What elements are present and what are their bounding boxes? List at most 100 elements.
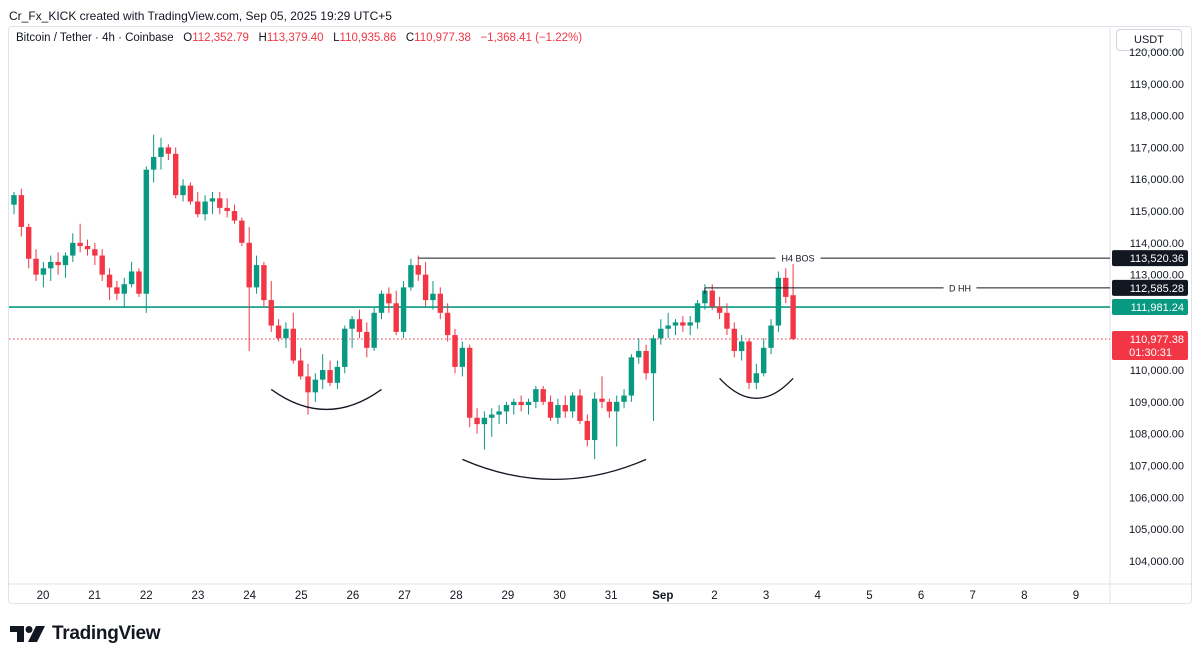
candle-body[interactable]	[503, 405, 510, 412]
candle-body[interactable]	[621, 395, 627, 402]
candle-body[interactable]	[55, 261, 61, 266]
candle-body[interactable]	[665, 325, 671, 329]
candle-body[interactable]	[26, 226, 32, 259]
candle-body[interactable]	[680, 322, 686, 326]
candle-body[interactable]	[547, 401, 554, 418]
candle-body[interactable]	[334, 366, 341, 383]
candle-body[interactable]	[591, 398, 598, 441]
candle-body[interactable]	[614, 401, 620, 412]
candle-body[interactable]	[290, 328, 296, 361]
candle-body[interactable]	[702, 290, 708, 304]
candle-body[interactable]	[371, 312, 377, 348]
candle-body[interactable]	[599, 398, 605, 402]
candle-body[interactable]	[577, 395, 583, 421]
candle-body[interactable]	[202, 201, 208, 215]
candle-body[interactable]	[489, 414, 495, 418]
candle-body[interactable]	[775, 277, 782, 326]
candle-body[interactable]	[239, 220, 245, 243]
candle-body[interactable]	[716, 306, 723, 313]
candle-body[interactable]	[790, 295, 796, 339]
candle-body[interactable]	[327, 370, 333, 383]
candle-body[interactable]	[209, 198, 216, 202]
candle-body[interactable]	[143, 169, 149, 294]
candle-body[interactable]	[48, 261, 54, 269]
chart-frame[interactable]	[8, 26, 1192, 604]
candle-body[interactable]	[628, 357, 635, 396]
candle-body[interactable]	[511, 401, 517, 406]
candle-body[interactable]	[393, 303, 399, 332]
candle-body[interactable]	[753, 373, 760, 383]
candle-body[interactable]	[99, 255, 105, 275]
candle-body[interactable]	[422, 274, 429, 301]
candle-body[interactable]	[562, 405, 568, 412]
candle-body[interactable]	[378, 293, 385, 313]
tradingview-logo[interactable]: TradingView	[10, 623, 161, 645]
currency-button[interactable]: USDT	[1116, 29, 1182, 51]
candle-body[interactable]	[467, 347, 473, 418]
candle-body[interactable]	[540, 389, 546, 402]
candle-body[interactable]	[525, 401, 532, 406]
candle-body[interactable]	[364, 331, 370, 348]
candle-body[interactable]	[70, 242, 76, 256]
candle-body[interactable]	[268, 300, 274, 326]
candle-body[interactable]	[275, 325, 282, 339]
candle-body[interactable]	[555, 405, 561, 418]
candle-body[interactable]	[694, 303, 701, 323]
candle-body[interactable]	[121, 284, 127, 294]
candle-body[interactable]	[114, 287, 120, 294]
candle-body[interactable]	[77, 242, 83, 247]
candle-body[interactable]	[518, 401, 524, 406]
candle-body[interactable]	[650, 338, 657, 374]
candle-body[interactable]	[474, 417, 480, 425]
candle-body[interactable]	[731, 328, 737, 351]
candle-body[interactable]	[672, 322, 679, 326]
pattern-arc[interactable]	[719, 377, 794, 399]
candle-body[interactable]	[84, 246, 91, 250]
candle-body[interactable]	[687, 322, 693, 326]
candle-body[interactable]	[283, 328, 289, 339]
candle-body[interactable]	[724, 312, 730, 329]
candle-body[interactable]	[320, 370, 326, 380]
candle-body[interactable]	[231, 211, 238, 221]
candle-body[interactable]	[305, 376, 311, 393]
candle-body[interactable]	[606, 401, 613, 412]
candle-body[interactable]	[584, 420, 590, 441]
candle-body[interactable]	[459, 347, 466, 367]
candle-body[interactable]	[768, 325, 774, 348]
candle-body[interactable]	[349, 319, 355, 329]
candle-body[interactable]	[106, 274, 113, 288]
candle-body[interactable]	[569, 395, 576, 412]
candle-body[interactable]	[217, 198, 223, 208]
candle-body[interactable]	[400, 287, 407, 332]
candle-body[interactable]	[658, 328, 664, 339]
candle-body[interactable]	[709, 290, 715, 307]
candle-body[interactable]	[128, 271, 135, 285]
candle-body[interactable]	[224, 207, 230, 212]
candle-body[interactable]	[452, 335, 458, 367]
candle-body[interactable]	[253, 265, 260, 288]
candle-body[interactable]	[180, 185, 186, 196]
candle-body[interactable]	[246, 242, 252, 288]
candle-body[interactable]	[761, 347, 767, 374]
candle-body[interactable]	[136, 271, 142, 294]
candle-body[interactable]	[158, 147, 164, 157]
candle-body[interactable]	[746, 341, 752, 383]
candle-body[interactable]	[481, 417, 488, 425]
candle-body[interactable]	[62, 255, 69, 266]
candle-body[interactable]	[261, 265, 267, 301]
candle-body[interactable]	[533, 389, 539, 402]
candle-body[interactable]	[165, 147, 172, 154]
candle-body[interactable]	[496, 411, 502, 415]
candle-body[interactable]	[444, 312, 451, 336]
candle-body[interactable]	[11, 195, 17, 205]
candle-body[interactable]	[33, 258, 39, 275]
candle-body[interactable]	[173, 153, 179, 196]
candle-body[interactable]	[195, 201, 201, 215]
pattern-arc[interactable]	[462, 458, 647, 481]
pattern-arc[interactable]	[270, 388, 382, 411]
candle-body[interactable]	[150, 156, 157, 170]
candle-body[interactable]	[187, 185, 194, 202]
candle-body[interactable]	[386, 293, 392, 304]
candle-body[interactable]	[312, 379, 319, 393]
